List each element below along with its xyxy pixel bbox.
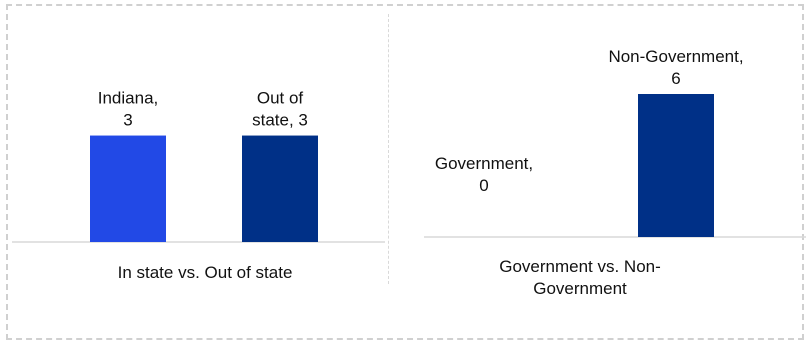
chart-title-government-line-1: Government vs. Non- bbox=[499, 257, 661, 276]
dashboard-frame bbox=[6, 4, 804, 340]
bar-indiana[interactable] bbox=[90, 135, 166, 242]
data-label-out-of-state: Out of state, 3 bbox=[252, 89, 308, 130]
chart-divider bbox=[388, 14, 389, 284]
chart-title-government-line-2: Government bbox=[533, 279, 627, 298]
chart-government-vs-non-government: Government, 0 Non-Government, 6 bbox=[424, 47, 806, 238]
bar-out-of-state[interactable] bbox=[242, 135, 318, 242]
chart-in-state-vs-out-of-state: Indiana, 3 Out of state, 3 bbox=[12, 89, 385, 243]
data-label-non-government: Non-Government, 6 bbox=[608, 47, 743, 88]
chart-title-in-state: In state vs. Out of state bbox=[117, 263, 293, 282]
chart-title-government: Government vs. Non- Government bbox=[430, 256, 730, 300]
data-label-government: Government, 0 bbox=[435, 154, 533, 195]
data-label-indiana: Indiana, 3 bbox=[98, 89, 159, 130]
bar-non-government[interactable] bbox=[638, 94, 714, 237]
